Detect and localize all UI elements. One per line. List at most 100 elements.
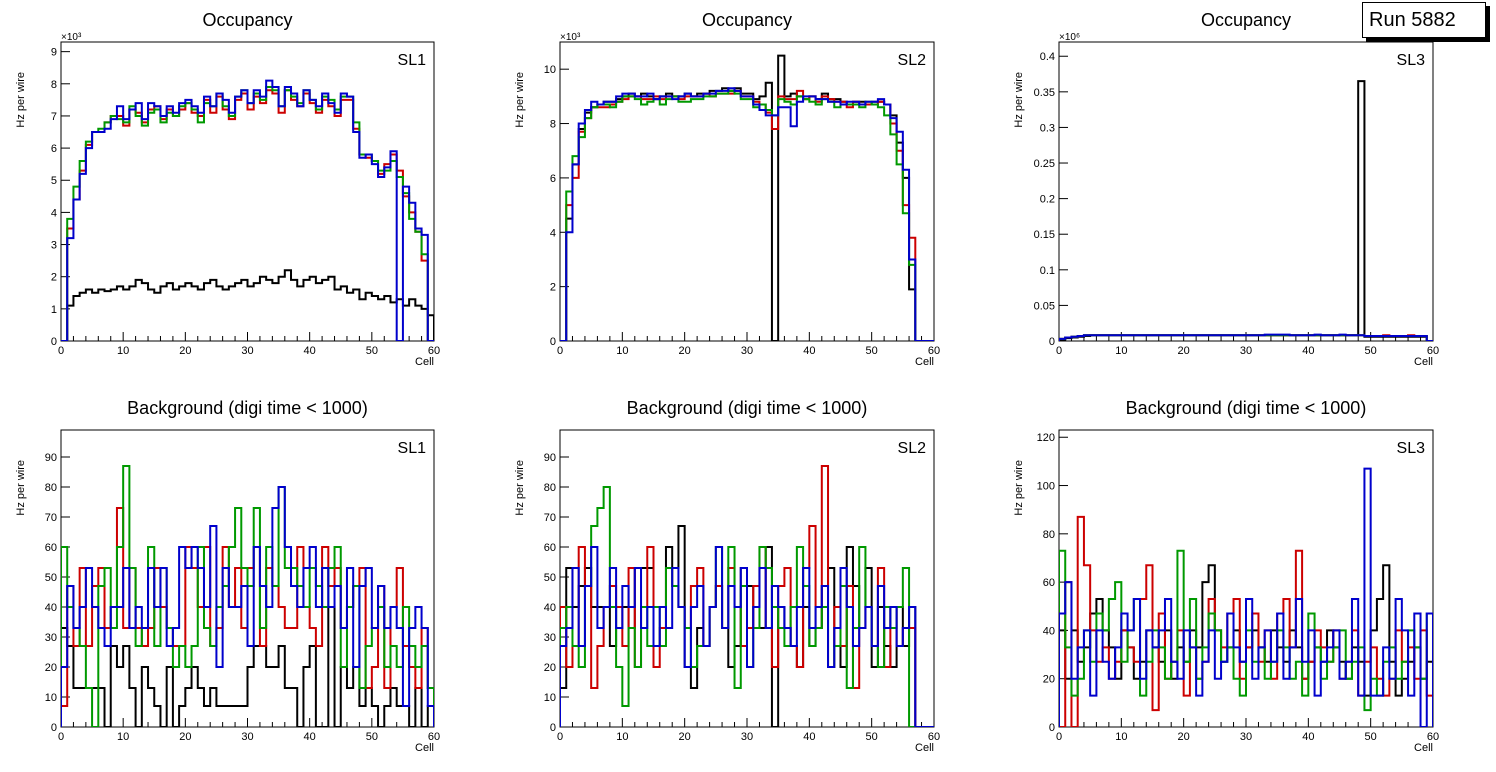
y-tick-label: 40 bbox=[45, 602, 57, 614]
series-green bbox=[61, 86, 434, 341]
x-tick-label: 0 bbox=[1056, 345, 1062, 357]
y-tick-label: 90 bbox=[45, 452, 57, 464]
y-tick-label: 0 bbox=[1049, 336, 1055, 348]
chart-panel-4: Background (digi time < 1000) 0 10 20 30 40 50… bbox=[15, 398, 440, 754]
y-tick-label: 0 bbox=[51, 336, 57, 348]
y-tick-label: 3 bbox=[51, 240, 57, 252]
panel-label: SL2 bbox=[898, 52, 927, 69]
panel-label: SL1 bbox=[398, 440, 427, 457]
x-tick-label: 0 bbox=[58, 731, 64, 743]
y-tick-label: 10 bbox=[544, 64, 556, 76]
series-black bbox=[61, 269, 434, 341]
y-tick-label: 10 bbox=[45, 692, 57, 704]
x-tick-label: 20 bbox=[679, 345, 691, 357]
x-tick-label: 60 bbox=[928, 731, 940, 743]
series-black bbox=[560, 525, 934, 727]
x-axis-label: Cell bbox=[1414, 742, 1433, 754]
run-label: Run 5882 bbox=[1369, 9, 1456, 31]
x-tick-label: 10 bbox=[616, 731, 628, 743]
x-tick-label: 20 bbox=[679, 731, 691, 743]
y-tick-label: 7 bbox=[51, 111, 57, 123]
series-black bbox=[1059, 80, 1433, 341]
y-tick-label: 60 bbox=[544, 542, 556, 554]
y-tick-label: 8 bbox=[550, 119, 556, 131]
series-blue bbox=[1059, 467, 1433, 727]
y-tick-label: 9 bbox=[51, 47, 57, 59]
x-tick-label: 40 bbox=[803, 731, 815, 743]
y-tick-label: 2 bbox=[51, 272, 57, 284]
y-tick-label: 70 bbox=[45, 512, 57, 524]
x-tick-label: 10 bbox=[117, 345, 129, 357]
x-tick-label: 50 bbox=[366, 345, 378, 357]
series-blue bbox=[61, 486, 434, 727]
x-tick-label: 40 bbox=[304, 345, 316, 357]
y-tick-label: 0 bbox=[51, 722, 57, 734]
series-blue bbox=[1059, 333, 1433, 341]
y-tick-label: 100 bbox=[1037, 481, 1055, 493]
y-tick-label: 10 bbox=[544, 692, 556, 704]
series-blue bbox=[560, 546, 934, 727]
y-tick-label: 80 bbox=[544, 482, 556, 494]
y-exponent-label: ×10³ bbox=[560, 32, 581, 43]
y-tick-label: 30 bbox=[45, 632, 57, 644]
y-tick-label: 0.2 bbox=[1040, 194, 1055, 206]
chart-title: Occupancy bbox=[702, 10, 792, 30]
x-tick-label: 60 bbox=[1427, 731, 1439, 743]
x-tick-label: 0 bbox=[557, 345, 563, 357]
x-tick-label: 50 bbox=[866, 345, 878, 357]
y-tick-label: 8 bbox=[51, 79, 57, 91]
y-tick-label: 0.3 bbox=[1040, 122, 1055, 134]
plot-frame bbox=[559, 41, 935, 342]
x-axis-label: Cell bbox=[915, 742, 934, 754]
panel-label: SL2 bbox=[898, 440, 927, 457]
chart-panel-6: Background (digi time < 1000) 0 10 20 30 40 50… bbox=[1013, 398, 1439, 754]
y-tick-label: 60 bbox=[45, 542, 57, 554]
run-label-box: Run 5882 bbox=[1362, 2, 1486, 38]
series-green bbox=[560, 89, 934, 341]
x-tick-label: 30 bbox=[1240, 731, 1252, 743]
x-tick-label: 10 bbox=[1115, 731, 1127, 743]
series-black bbox=[61, 606, 434, 727]
x-tick-label: 50 bbox=[366, 731, 378, 743]
y-tick-label: 20 bbox=[1043, 674, 1055, 686]
y-tick-label: 20 bbox=[45, 662, 57, 674]
chart-panel-3: Occupancy 0 10 20 30 40 50 60 0 0.05 0.1 0.15 0.2 0.2… bbox=[1013, 10, 1439, 368]
chart-panel-2: Occupancy 0 10 20 30 40 50 60 0 2 4 6 8 10 Cell Hz per … bbox=[514, 10, 940, 368]
chart-panel-1: Occupancy 0 10 20 30 40 50 60 0 1 2 3 4 5 6 7 8 9 Cell Hz p… bbox=[15, 10, 440, 368]
y-tick-label: 4 bbox=[550, 227, 556, 239]
x-tick-label: 10 bbox=[1115, 345, 1127, 357]
series-red bbox=[560, 89, 934, 341]
y-tick-label: 80 bbox=[1043, 529, 1055, 541]
y-tick-label: 40 bbox=[544, 602, 556, 614]
y-tick-label: 4 bbox=[51, 207, 57, 219]
series-blue bbox=[560, 87, 934, 341]
y-tick-label: 0.15 bbox=[1034, 229, 1055, 241]
chart-title: Occupancy bbox=[202, 10, 292, 30]
x-tick-label: 40 bbox=[1302, 345, 1314, 357]
y-tick-label: 0.4 bbox=[1040, 51, 1055, 63]
y-tick-label: 0.35 bbox=[1034, 87, 1055, 99]
chart-title: Background (digi time < 1000) bbox=[1126, 398, 1367, 418]
y-tick-label: 1 bbox=[51, 304, 57, 316]
series-red bbox=[61, 89, 434, 341]
panel-label: SL1 bbox=[398, 52, 427, 69]
y-tick-label: 2 bbox=[550, 282, 556, 294]
x-tick-label: 30 bbox=[741, 345, 753, 357]
x-tick-label: 40 bbox=[803, 345, 815, 357]
x-tick-label: 30 bbox=[241, 345, 253, 357]
chart-panel-5: Background (digi time < 1000) 0 10 20 30 40 50… bbox=[514, 398, 940, 754]
y-tick-label: 40 bbox=[1043, 625, 1055, 637]
y-tick-label: 60 bbox=[1043, 577, 1055, 589]
y-tick-label: 0 bbox=[550, 336, 556, 348]
x-tick-label: 30 bbox=[1240, 345, 1252, 357]
panel-label: SL3 bbox=[1397, 440, 1426, 457]
panel-label: SL3 bbox=[1397, 52, 1426, 69]
x-tick-label: 50 bbox=[1365, 345, 1377, 357]
y-axis-label: Hz per wire bbox=[15, 460, 27, 516]
y-axis-label: Hz per wire bbox=[514, 72, 526, 128]
y-tick-label: 5 bbox=[51, 175, 57, 187]
y-tick-label: 120 bbox=[1037, 432, 1055, 444]
y-tick-label: 0 bbox=[550, 722, 556, 734]
x-tick-label: 20 bbox=[179, 345, 191, 357]
